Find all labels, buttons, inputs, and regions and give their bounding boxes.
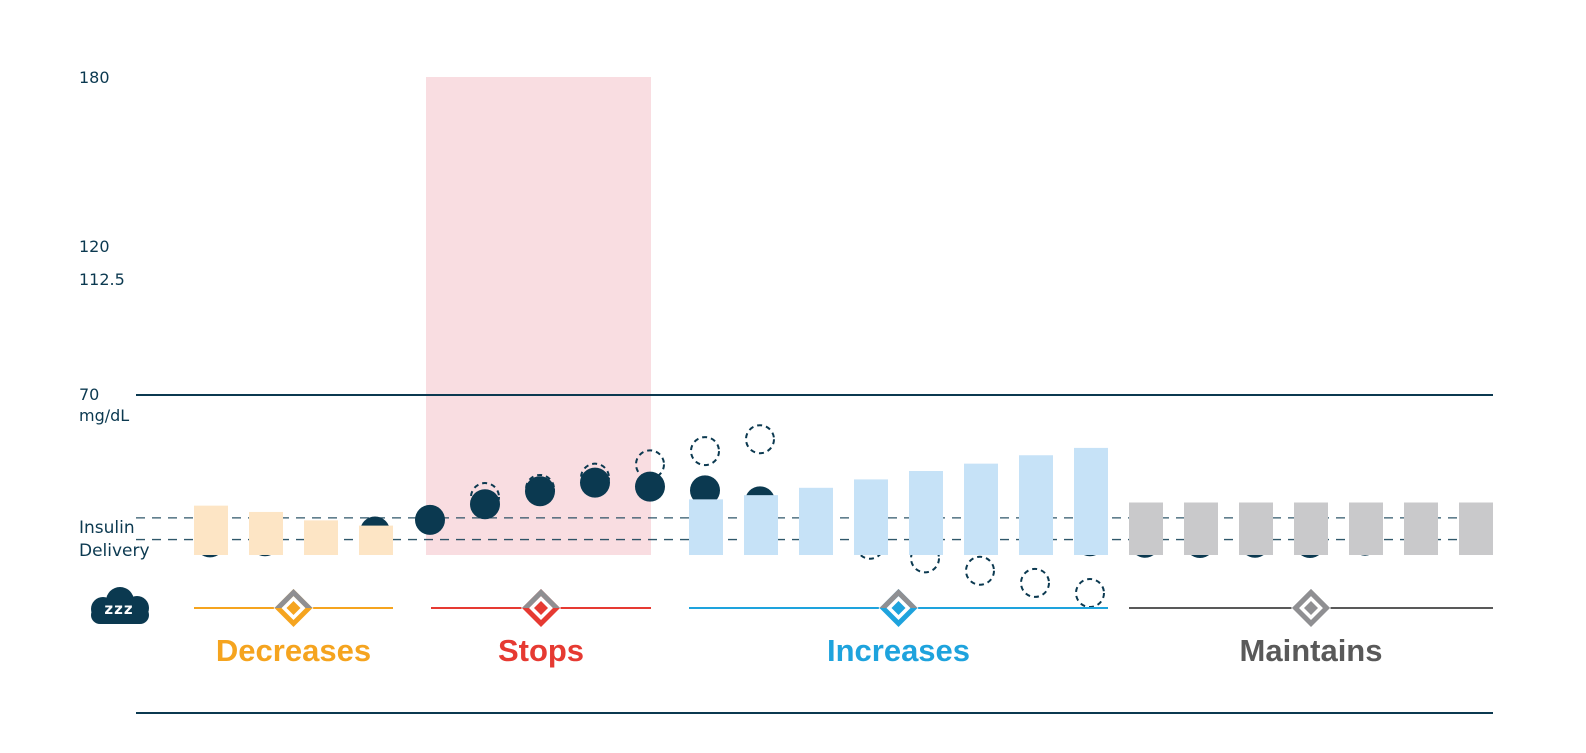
glucose-point	[690, 475, 720, 506]
insulin-bar	[1074, 447, 1108, 555]
diamond-top-half	[522, 589, 560, 608]
insulin-bar	[854, 479, 888, 555]
insulin-bar	[194, 505, 228, 555]
diamond-icon	[273, 588, 314, 628]
glucose-point	[635, 471, 665, 502]
glucose-point	[470, 489, 500, 520]
insulin-bar	[1129, 502, 1163, 555]
predicted-glucose-point	[1075, 578, 1105, 609]
diamond-icon	[1291, 588, 1331, 628]
insulin-label-line1: Insulin	[79, 518, 135, 538]
diamond-core	[534, 601, 548, 615]
diamond-core	[1304, 601, 1318, 615]
insulin-delivery-bars	[194, 447, 1493, 555]
phase-label: Decreases	[216, 633, 371, 668]
glucose-point	[580, 467, 610, 498]
insulin-bar	[799, 487, 833, 555]
diamond-icon	[521, 588, 561, 628]
diamond-icon	[878, 588, 919, 628]
diamond-top-half	[879, 589, 918, 608]
insulin-bar	[909, 471, 943, 555]
predicted-glucose-point	[690, 436, 720, 467]
insulin-bar	[1404, 502, 1438, 555]
glucose-point	[415, 504, 445, 535]
sleep-icon-text: zzz	[104, 600, 133, 618]
predicted-glucose-point	[965, 555, 995, 586]
insulin-bar	[1294, 502, 1328, 555]
insulin-bar	[1459, 502, 1493, 555]
y-tick-70: 70	[79, 385, 99, 404]
insulin-bar	[964, 463, 998, 555]
predicted-glucose-point	[745, 424, 775, 455]
phase-decreases: Decreases	[194, 588, 393, 668]
y-tick-120: 120	[79, 237, 110, 256]
phase-legend: Decreases Stops Increases Maintains	[194, 588, 1493, 668]
phase-stops: Stops	[431, 588, 651, 668]
insulin-bar	[249, 511, 283, 555]
diamond-top-half	[274, 589, 313, 608]
insulin-bar	[1349, 502, 1383, 555]
y-axis-unit: mg/dL	[79, 406, 129, 425]
phase-increases: Increases	[689, 588, 1108, 668]
insulin-bar	[1239, 502, 1273, 555]
insulin-bar	[359, 525, 393, 555]
glucose-point	[525, 476, 555, 507]
sleep-cloud-icon: zzz	[91, 587, 149, 624]
insulin-bar	[744, 495, 778, 555]
phase-label: Stops	[498, 633, 584, 668]
phase-maintains: Maintains	[1129, 588, 1493, 668]
diamond-core	[891, 601, 906, 615]
diamond-core	[286, 601, 301, 615]
insulin-bar	[1184, 502, 1218, 555]
phase-label: Maintains	[1240, 633, 1383, 668]
y-tick-180: 180	[79, 68, 110, 87]
diamond-top-half	[1292, 589, 1330, 608]
insulin-bar	[304, 520, 338, 555]
insulin-bar	[1019, 455, 1053, 555]
phase-label: Increases	[827, 633, 970, 668]
insulin-label-line2: Delivery	[79, 541, 150, 561]
insulin-bar	[689, 499, 723, 555]
predicted-glucose-point	[1020, 567, 1050, 598]
y-tick-112-5: 112.5	[79, 270, 125, 289]
